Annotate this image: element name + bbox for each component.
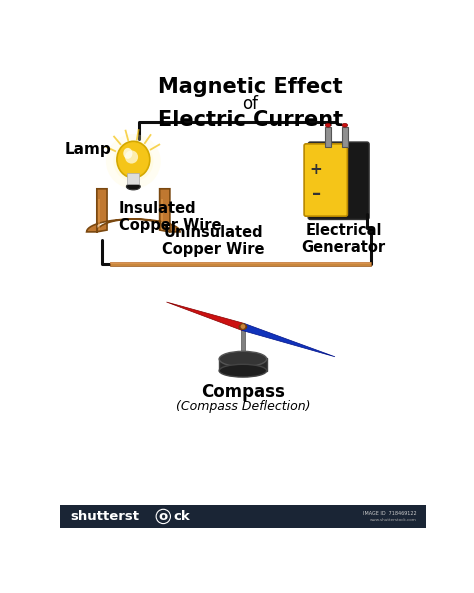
Ellipse shape (113, 141, 154, 181)
FancyBboxPatch shape (128, 173, 139, 184)
FancyBboxPatch shape (308, 142, 369, 219)
Text: Electrical
Generator: Electrical Generator (301, 223, 385, 255)
FancyBboxPatch shape (241, 325, 245, 358)
Text: +: + (310, 162, 322, 177)
Text: www.shutterstock.com: www.shutterstock.com (370, 518, 417, 522)
Text: IMAGE ID  718469122: IMAGE ID 718469122 (363, 511, 417, 517)
Text: ck: ck (173, 510, 190, 523)
Text: shutterst: shutterst (71, 510, 139, 523)
FancyBboxPatch shape (325, 127, 331, 147)
Text: Magnetic Effect: Magnetic Effect (158, 76, 343, 97)
Ellipse shape (219, 364, 267, 377)
Text: Electric Current: Electric Current (158, 110, 343, 129)
Text: o: o (159, 510, 168, 523)
Text: (Compass Deflection): (Compass Deflection) (176, 400, 310, 413)
FancyBboxPatch shape (109, 262, 371, 264)
FancyBboxPatch shape (304, 144, 347, 216)
Ellipse shape (106, 134, 161, 189)
FancyBboxPatch shape (98, 199, 100, 229)
FancyBboxPatch shape (219, 358, 267, 371)
FancyBboxPatch shape (342, 127, 348, 147)
Text: Lamp: Lamp (64, 142, 111, 157)
Polygon shape (87, 189, 180, 232)
Circle shape (240, 324, 246, 330)
Text: Insulated
Copper Wire: Insulated Copper Wire (118, 201, 221, 234)
FancyBboxPatch shape (161, 199, 163, 229)
Ellipse shape (239, 324, 246, 329)
Text: of: of (242, 95, 258, 113)
Ellipse shape (123, 148, 132, 159)
Polygon shape (166, 302, 244, 330)
Ellipse shape (342, 123, 347, 127)
FancyBboxPatch shape (60, 505, 426, 528)
Text: Compass: Compass (201, 384, 285, 401)
Polygon shape (242, 323, 335, 357)
Ellipse shape (127, 183, 140, 190)
Circle shape (125, 151, 138, 164)
Ellipse shape (117, 141, 150, 178)
Ellipse shape (219, 351, 267, 366)
Ellipse shape (325, 123, 331, 127)
Text: –: – (311, 184, 321, 203)
Text: Uninsulated
Copper Wire: Uninsulated Copper Wire (163, 225, 265, 257)
FancyBboxPatch shape (109, 262, 371, 266)
